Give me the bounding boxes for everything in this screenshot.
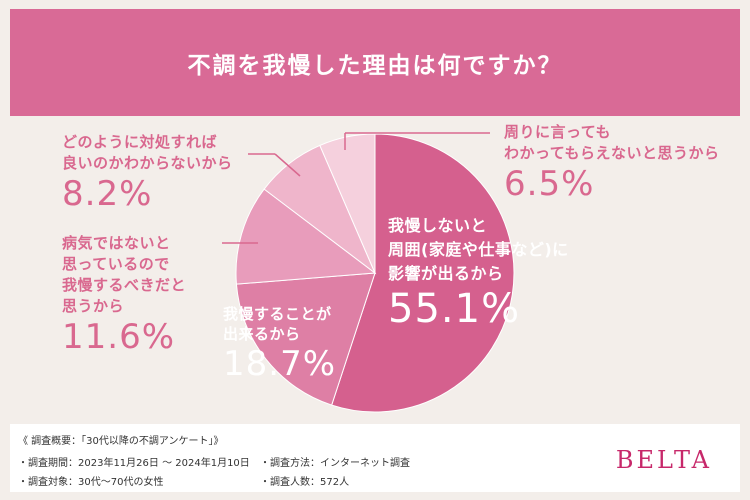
title-banner: 不調を我慢した理由は何ですか？ bbox=[10, 9, 740, 116]
pie-slice-1 bbox=[331, 133, 515, 413]
survey-count: ・調査人数：572人 bbox=[260, 477, 350, 488]
slice-label-3: 病気ではないと 思っているので 我慢するべきだと 思うから 11.6% bbox=[62, 233, 186, 357]
survey-method: ・調査方法：インターネット調査 bbox=[260, 458, 410, 469]
slice-label-4: どのように対処すれば 良いのかわからないから 8.2% bbox=[62, 132, 233, 214]
survey-footer: 《 調査概要：「30代以降の不調アンケート」》 ・調査期間：2023年11月26… bbox=[10, 424, 740, 492]
survey-period: ・調査期間：2023年11月26日 ～ 2024年1月10日 bbox=[18, 458, 250, 469]
slice-1-text: 我慢しないと 周囲(家庭や仕事など)に 影響が出るから bbox=[388, 216, 569, 283]
slice-4-text: どのように対処すれば 良いのかわからないから bbox=[62, 133, 233, 172]
survey-target: ・調査対象：30代～70代の女性 bbox=[18, 477, 164, 488]
pie-slice-5 bbox=[319, 133, 376, 274]
chart-title: 不調を我慢した理由は何ですか？ bbox=[187, 52, 563, 79]
slice-3-text: 病気ではないと 思っているので 我慢するべきだと 思うから bbox=[62, 234, 187, 315]
slice-1-percent: 55.1% bbox=[388, 286, 521, 332]
leader-line-slice-4 bbox=[274, 153, 301, 177]
slice-2-text: 我慢することが 出来るから bbox=[223, 305, 332, 343]
slice-4-percent: 8.2% bbox=[62, 174, 153, 214]
slice-3-percent: 11.6% bbox=[62, 317, 176, 357]
slice-2-percent: 18.7% bbox=[223, 344, 337, 384]
slice-label-5: 周りに言っても わかってもらえないと思うから 6.5% bbox=[504, 122, 720, 204]
survey-overview: 《 調査概要：「30代以降の不調アンケート」》 bbox=[18, 436, 224, 447]
pie-slice-3 bbox=[235, 188, 377, 285]
pie-slice-2 bbox=[235, 272, 376, 406]
slice-label-2: 我慢することが 出来るから 18.7% bbox=[223, 304, 336, 384]
slice-label-1: 我慢しないと 周囲(家庭や仕事など)に 影響が出るから 55.1% bbox=[388, 214, 569, 332]
belta-logo: BELTA bbox=[615, 446, 712, 474]
slice-5-percent: 6.5% bbox=[504, 164, 595, 204]
slice-5-text: 周りに言っても わかってもらえないと思うから bbox=[504, 123, 720, 162]
